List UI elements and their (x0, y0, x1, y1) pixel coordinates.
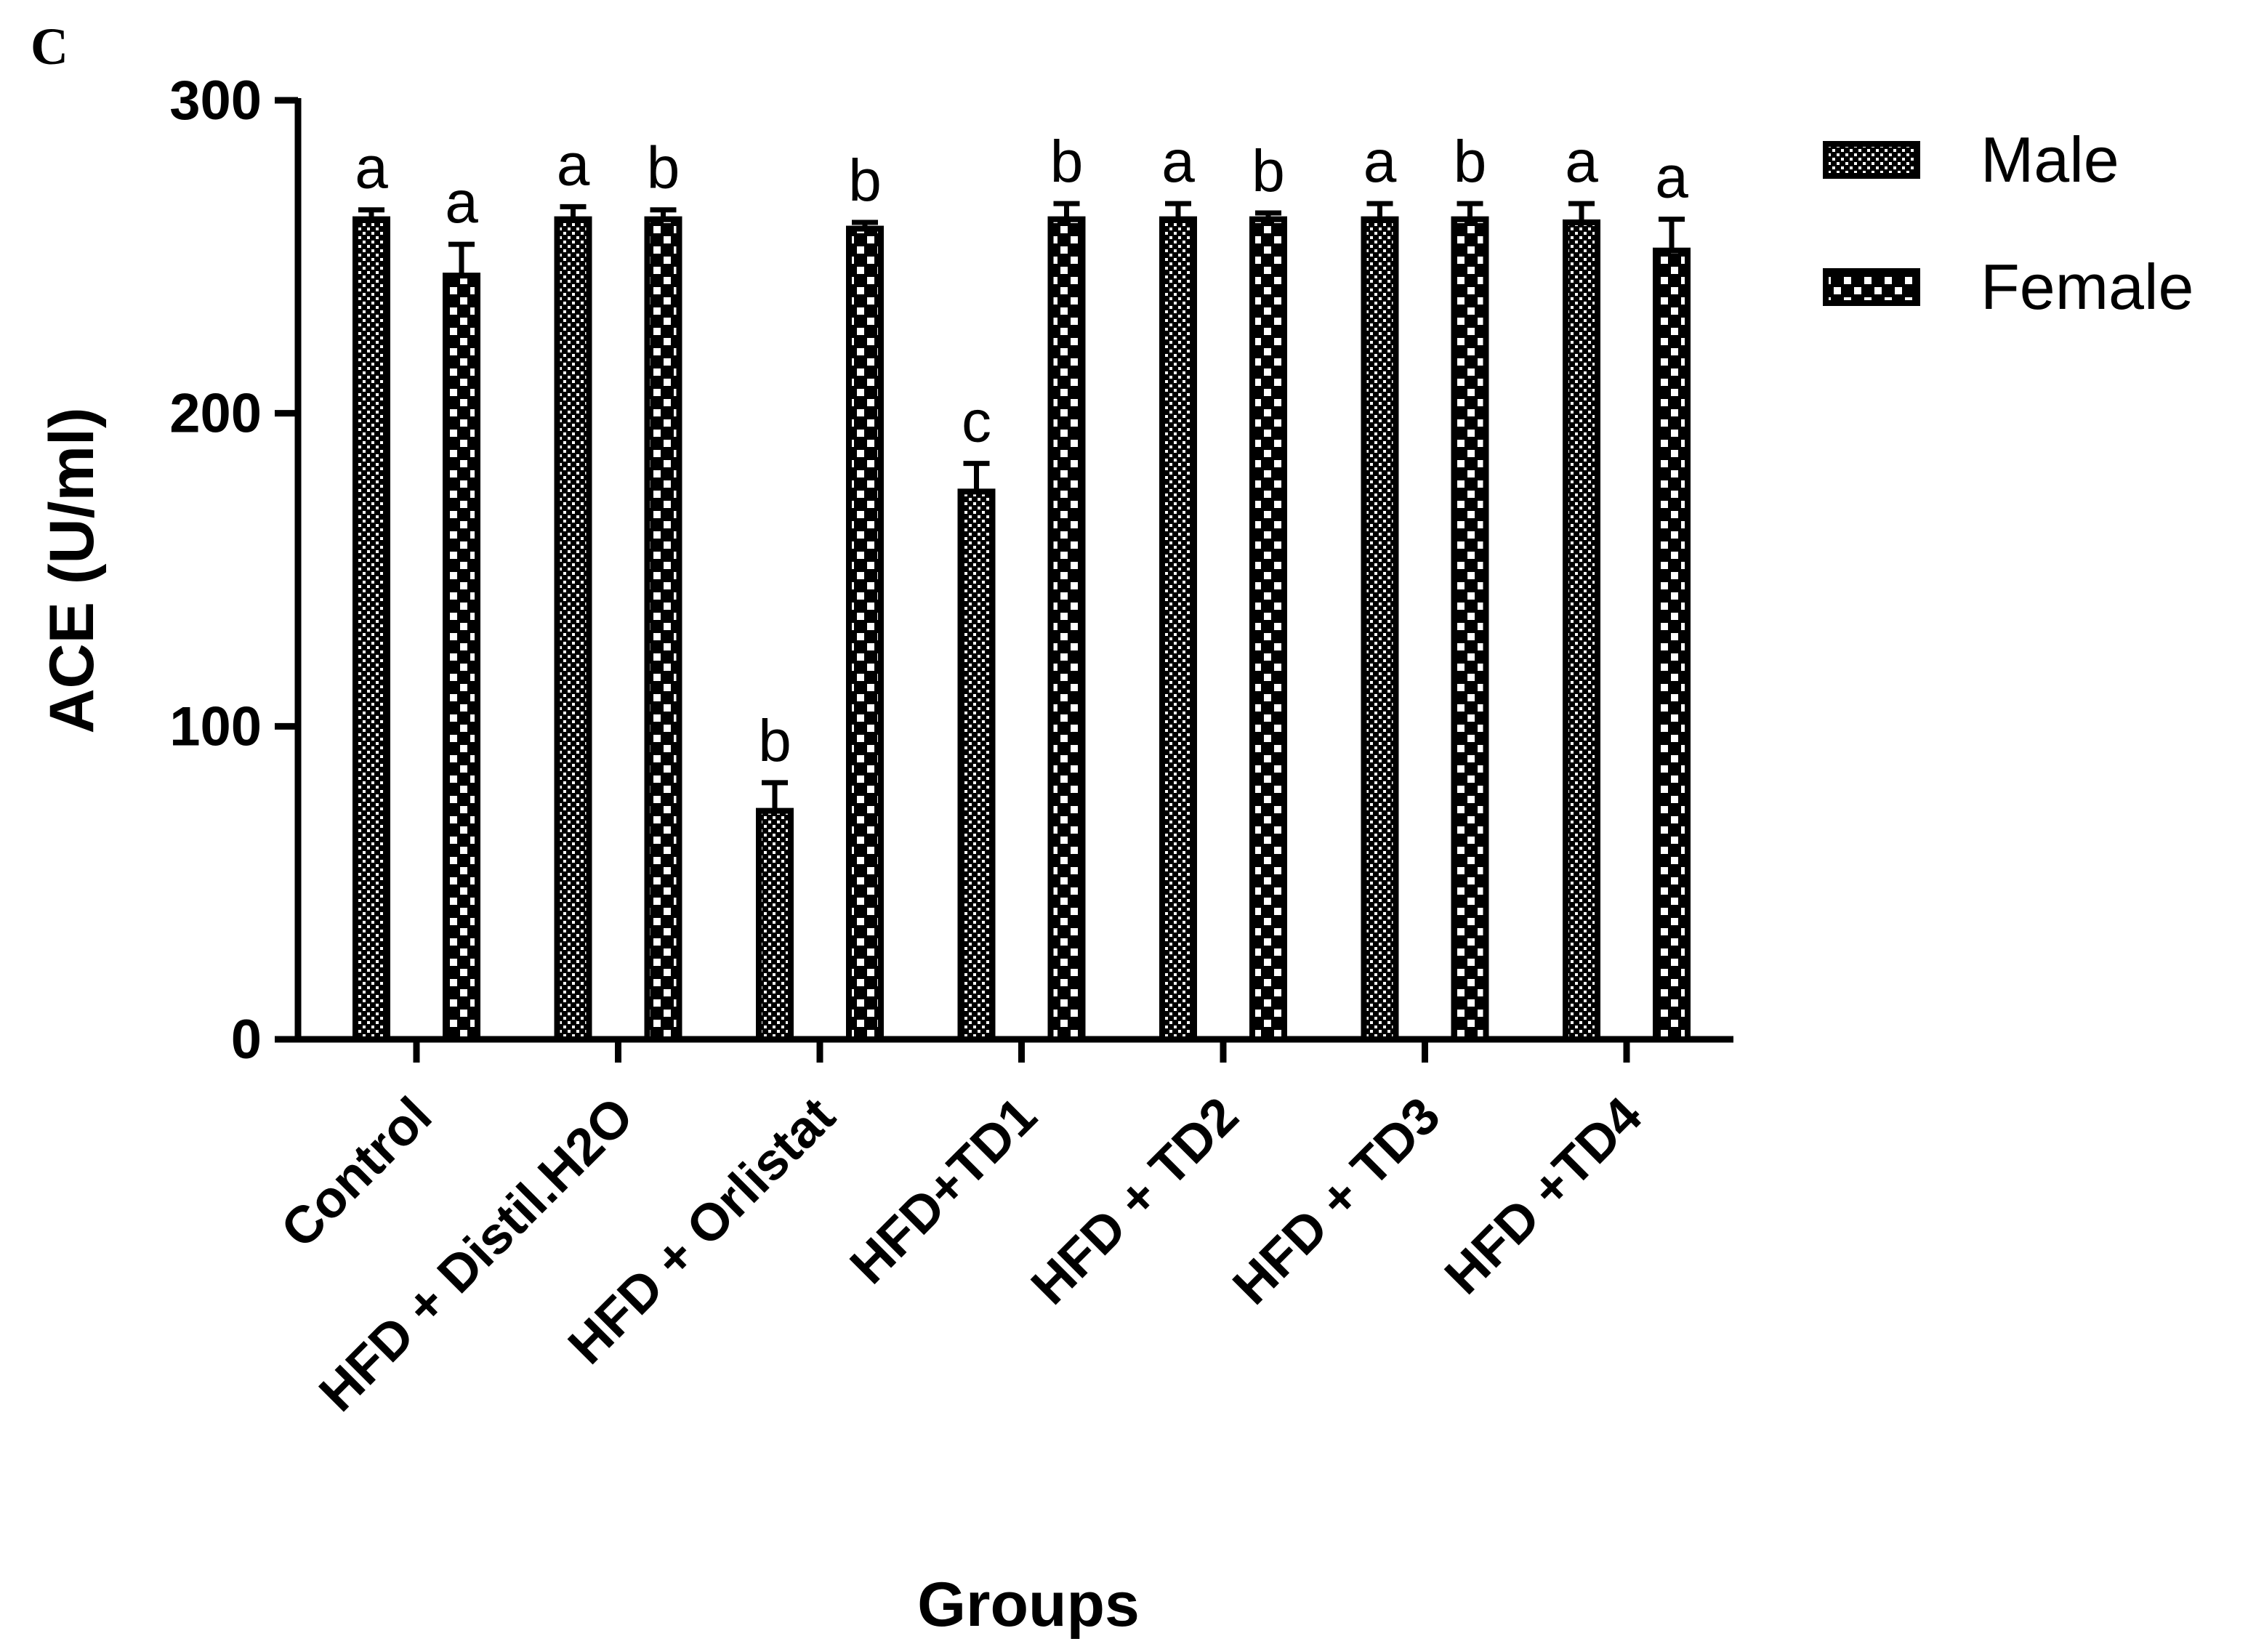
x-axis-title: Groups (917, 1570, 1140, 1640)
x-tick-label: HFD + TD3 (1222, 1087, 1451, 1315)
y-tick-label: 100 (169, 696, 262, 757)
bar (352, 216, 390, 1042)
bar (846, 225, 884, 1042)
x-tick-label: HFD+TD1 (839, 1087, 1048, 1295)
significance-letter: a (1363, 129, 1397, 195)
bar (1047, 216, 1086, 1042)
significance-letter: b (758, 708, 791, 774)
significance-letter: b (1454, 129, 1487, 195)
significance-letter: b (848, 148, 882, 214)
x-tick-label: HFD + TD2 (1020, 1087, 1249, 1315)
significance-letter: a (1655, 145, 1688, 211)
bar (1361, 216, 1399, 1042)
legend-swatch (1823, 141, 1920, 179)
bar (443, 273, 480, 1042)
x-tick-label: HFD +TD4 (1434, 1087, 1653, 1305)
significance-letter: b (1050, 129, 1084, 195)
significance-letter: a (355, 135, 388, 201)
bar (957, 488, 996, 1042)
significance-letter: a (557, 132, 590, 198)
x-tick-label: Control (270, 1087, 443, 1260)
bar (644, 216, 682, 1042)
legend-label: Female (1981, 251, 2193, 323)
y-tick-label: 200 (169, 383, 262, 445)
y-tick-label: 0 (231, 1009, 262, 1071)
bar (1159, 216, 1197, 1042)
significance-letter: a (1565, 129, 1598, 195)
significance-letter: b (1252, 138, 1285, 204)
bar (554, 216, 592, 1042)
significance-letter: a (445, 169, 478, 235)
bar (1653, 247, 1691, 1043)
significance-letter: b (647, 135, 680, 201)
bar (756, 807, 794, 1042)
bar (1563, 219, 1600, 1043)
legend-swatch (1823, 268, 1920, 306)
bar (1249, 216, 1287, 1042)
panel-label: C (31, 17, 68, 76)
legend-label: Male (1981, 124, 2119, 196)
y-axis-title: ACE (U/ml) (37, 407, 107, 733)
y-tick-label: 300 (169, 70, 262, 132)
significance-letter: c (962, 389, 991, 455)
bar (1451, 216, 1489, 1042)
legend: Male Female (1823, 124, 2193, 323)
significance-letter: a (1161, 129, 1195, 195)
